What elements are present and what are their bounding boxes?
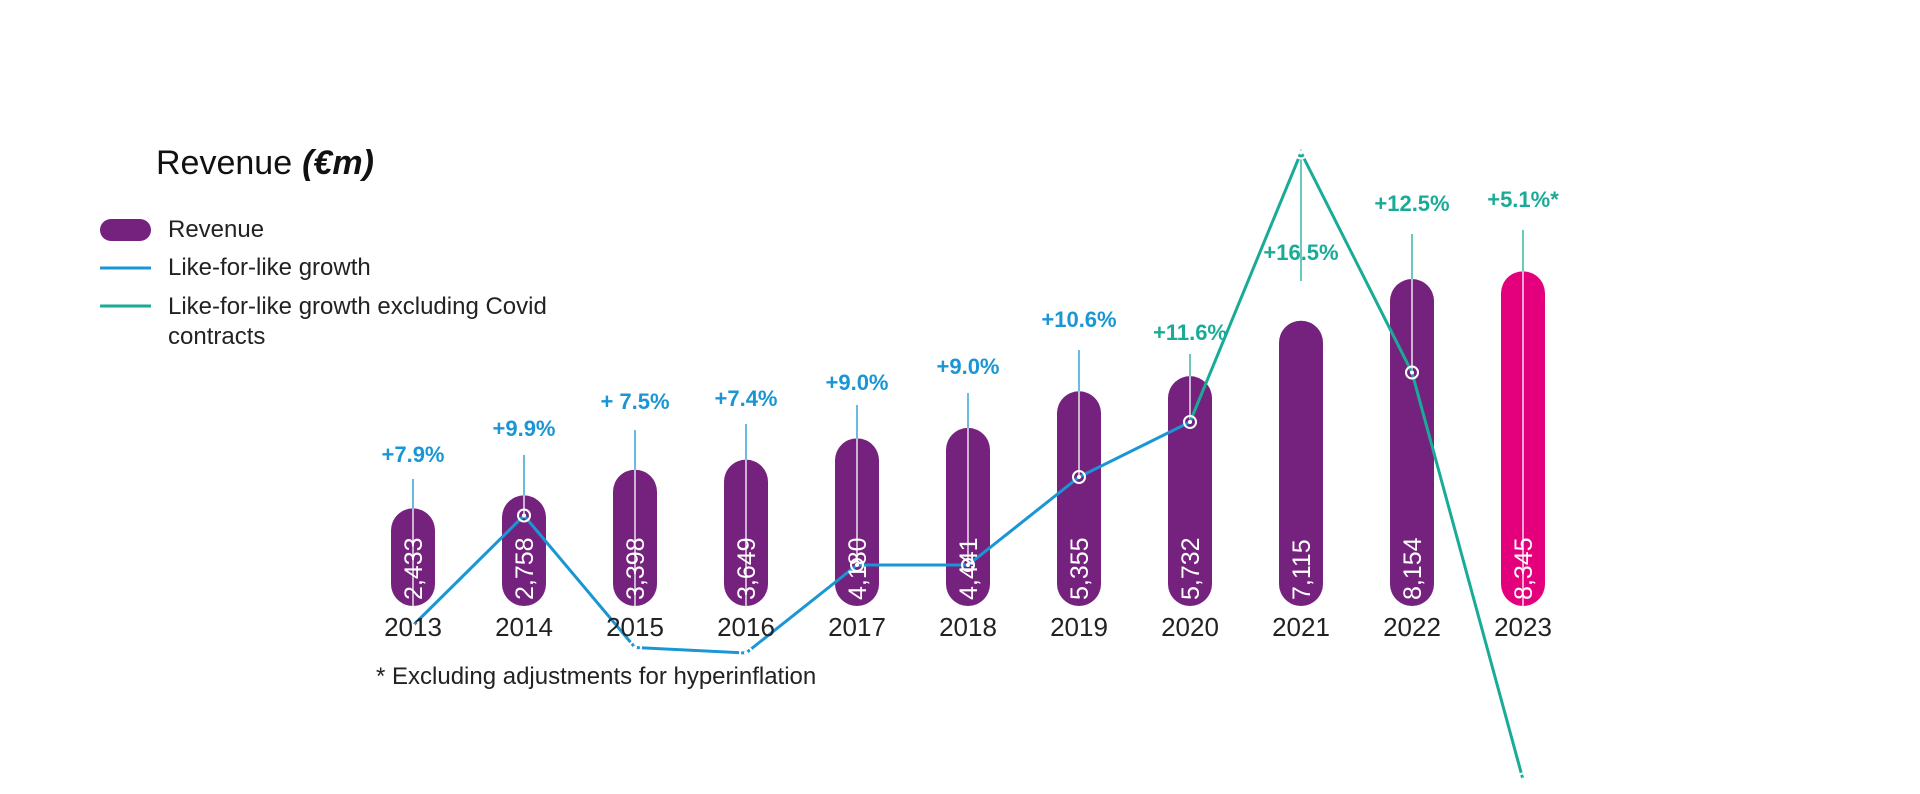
x-tick-label-2023: 2023 (1494, 612, 1552, 642)
bar-value-label-2023: 8,345 (1510, 537, 1538, 600)
growth-marker-dot-2018 (966, 563, 970, 567)
x-tick-label-2019: 2019 (1050, 612, 1108, 642)
x-tick-label-2022: 2022 (1383, 612, 1441, 642)
growth-marker-dot-2023 (1521, 777, 1525, 782)
bar-value-label-2020: 5,732 (1177, 537, 1205, 600)
growth-marker-2017 (850, 558, 864, 572)
chart-legend: Revenue Like-for-like growth Like-for-li… (100, 216, 547, 350)
bar-value-label-2013: 2,433 (400, 537, 428, 600)
x-tick-label-2018: 2018 (939, 612, 997, 642)
growth-label-2014: +9.9% (493, 416, 556, 441)
growth-marker-dot-2019 (1077, 475, 1081, 479)
growth-marker-dot-2015 (633, 645, 637, 650)
legend-label-lfl-covid: Like-for-like growth excluding Covid (168, 293, 547, 320)
x-axis-tick-labels: 2013 2014 2015 2016 2017 2018 2019 2020 2021 2022… (384, 612, 1552, 642)
growth-marker-dot-2021 (1299, 150, 1303, 155)
bar-value-label-2014: 2,758 (511, 537, 539, 600)
bar-value-label-2019: 5,355 (1066, 537, 1094, 600)
bar-value-label-2021: 7,115 (1288, 539, 1316, 600)
legend-swatch-revenue (100, 219, 151, 241)
revenue-bar-2020 (1168, 376, 1212, 606)
growth-marker-2019 (1072, 470, 1086, 484)
x-tick-label-2020: 2020 (1161, 612, 1219, 642)
revenue-bar-2022 (1390, 279, 1434, 606)
growth-marker-2016 (739, 646, 753, 660)
growth-marker-2023 (1516, 772, 1530, 787)
x-tick-label-2017: 2017 (828, 612, 886, 642)
chart-title: Revenue (€m) (156, 144, 374, 182)
growth-marker-2013 (406, 618, 420, 633)
growth-marker-dot-2020 (1188, 420, 1192, 424)
chart-title-main: Revenue (156, 144, 292, 182)
revenue-bar-2019 (1057, 391, 1101, 606)
growth-marker-dot-2022 (1410, 370, 1414, 375)
x-tick-label-2013: 2013 (384, 612, 442, 642)
revenue-bar-2021 (1279, 320, 1323, 606)
growth-labels: +7.9% +9.9% + 7.5% +7.4% +9.0% +9.0% +10.6% +11… (382, 187, 1560, 467)
growth-label-2022: +12.5% (1374, 191, 1449, 216)
x-tick-label-2021: 2021 (1272, 612, 1330, 642)
growth-lines (411, 148, 1525, 780)
bar-value-label-2022: 8,154 (1399, 537, 1427, 600)
legend-label-lfl-growth: Like-for-like growth (168, 254, 371, 281)
chart-title-unit: (€m) (302, 144, 374, 182)
chart-title-text: Revenue (€m) (156, 144, 374, 182)
x-tick-label-2016: 2016 (717, 612, 775, 642)
growth-marker-dot-2014 (522, 513, 526, 518)
growth-label-2015: + 7.5% (600, 389, 669, 414)
bar-value-label-2016: 3,649 (733, 537, 761, 600)
x-tick-label-2014: 2014 (495, 612, 553, 642)
growth-label-2023: +5.1%* (1487, 187, 1559, 212)
legend-label-revenue: Revenue (168, 216, 264, 243)
growth-marker-2022 (1405, 365, 1419, 380)
growth-marker-2020 (1183, 415, 1197, 429)
growth-marker-2018 (961, 558, 975, 572)
bar-value-label-2018: 4,441 (955, 537, 983, 600)
growth-label-2013: +7.9% (382, 442, 445, 467)
growth-marker-dot-2016 (744, 651, 748, 655)
growth-marker-2015 (628, 640, 642, 655)
revenue-bar-2014 (502, 495, 546, 606)
growth-label-2017: +9.0% (826, 370, 889, 395)
growth-marker-dot-2013 (411, 623, 415, 628)
growth-label-2016: +7.4% (715, 386, 778, 411)
growth-markers (406, 145, 1530, 787)
bar-value-label-2017: 4,180 (844, 537, 872, 600)
line-series-lfl-covid (1188, 148, 1525, 780)
bar-value-label-2015: 3,398 (622, 537, 650, 600)
bar-value-labels: 2,433 2,758 3,398 3,649 4,180 4,441 5,355 5,732… (400, 537, 1538, 600)
growth-label-2021: +16.5% (1263, 240, 1338, 265)
growth-label-2019: +10.6% (1041, 307, 1116, 332)
growth-marker-dot-2017 (855, 563, 859, 567)
growth-label-2018: +9.0% (937, 354, 1000, 379)
growth-marker-2014 (517, 508, 531, 523)
line-series-lfl-growth (411, 420, 1191, 655)
chart-footnote: * Excluding adjustments for hyperinflati… (376, 663, 816, 690)
x-tick-label-2015: 2015 (606, 612, 664, 642)
growth-marker-2021 (1294, 145, 1308, 160)
growth-connectors (412, 152, 1524, 780)
legend-label-lfl-covid-line2: contracts (168, 323, 265, 350)
growth-label-2020: +11.6% (1153, 320, 1227, 345)
